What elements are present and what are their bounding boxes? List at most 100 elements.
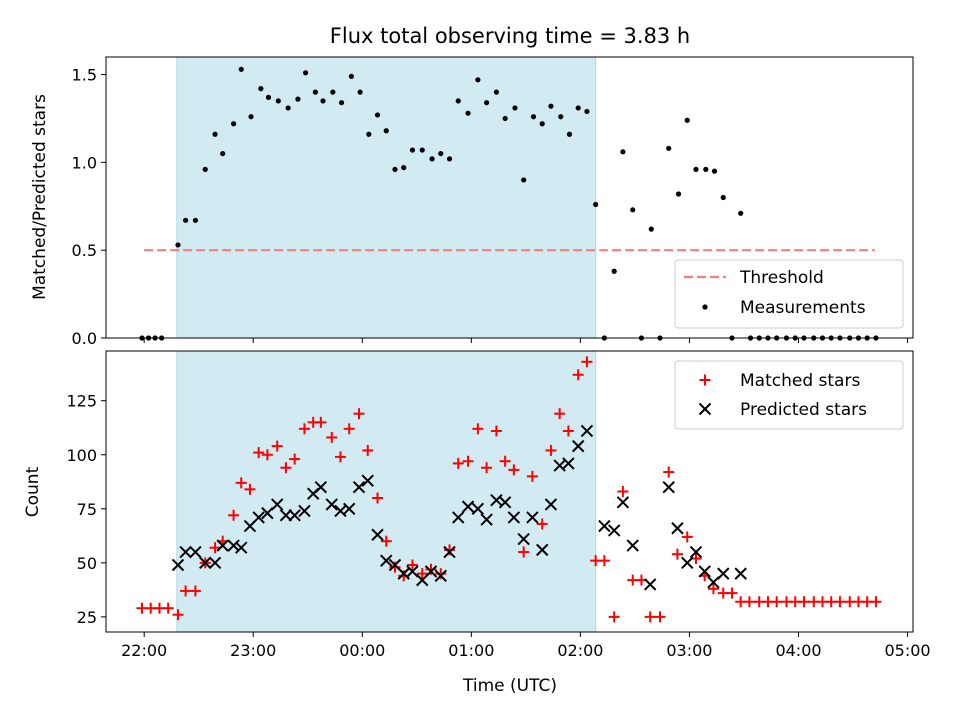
measurement-point bbox=[192, 217, 199, 223]
matched-star-point bbox=[518, 546, 530, 558]
measurement-point bbox=[530, 114, 537, 120]
measurement-point bbox=[248, 114, 254, 120]
measurement-point bbox=[348, 73, 354, 79]
matched-star-point bbox=[228, 509, 240, 521]
measurement-point bbox=[258, 86, 264, 92]
predicted-star-point bbox=[352, 480, 366, 494]
measurement-point bbox=[419, 147, 425, 153]
predicted-star-point bbox=[662, 480, 675, 494]
measurement-point bbox=[648, 226, 654, 232]
matched-star-point bbox=[444, 544, 456, 556]
matched-star-point bbox=[209, 542, 221, 554]
measurement-point bbox=[566, 131, 573, 137]
matched-star-point bbox=[372, 492, 384, 504]
matched-star-point bbox=[298, 423, 310, 435]
measurement-point bbox=[383, 128, 389, 134]
matched-star-point bbox=[472, 423, 484, 435]
matched-star-point bbox=[581, 356, 593, 368]
measurement-point bbox=[446, 156, 453, 162]
x-tick-label: 05:00 bbox=[884, 641, 930, 660]
measurement-point bbox=[584, 108, 590, 115]
measurement-point bbox=[502, 115, 508, 122]
measurement-point bbox=[558, 114, 564, 120]
matched-star-point bbox=[452, 457, 464, 469]
x-tick-label: 22:00 bbox=[121, 641, 167, 660]
matched-star-point bbox=[499, 455, 511, 467]
matched-star-point bbox=[572, 369, 584, 381]
matched-star-point bbox=[235, 477, 247, 489]
y-tick-label: 125 bbox=[66, 392, 97, 411]
measurement-point bbox=[539, 121, 545, 127]
measurement-point bbox=[366, 131, 372, 137]
legend-measurement-swatch bbox=[702, 304, 708, 310]
predicted-star-point bbox=[707, 576, 720, 589]
matched-star-point bbox=[663, 466, 675, 478]
measurement-point bbox=[611, 268, 617, 274]
measurement-point bbox=[693, 166, 699, 172]
matched-star-point bbox=[798, 596, 810, 608]
matched-star-point bbox=[343, 423, 355, 435]
y-tick-label: 1.5 bbox=[72, 66, 97, 85]
matched-star-point bbox=[608, 611, 620, 623]
matched-star-point bbox=[353, 408, 365, 420]
legend-predicted-label: Predicted stars bbox=[740, 400, 867, 420]
matched-star-point bbox=[617, 486, 629, 497]
matched-star-point bbox=[671, 548, 683, 560]
measurement-point bbox=[285, 105, 291, 111]
measurement-point bbox=[593, 201, 599, 208]
matched-star-point bbox=[462, 455, 474, 467]
top-axes-frame bbox=[105, 56, 914, 339]
bottom-ylabel: Count bbox=[23, 466, 43, 517]
x-tick-label: 02:00 bbox=[557, 641, 603, 660]
predicted-star-point bbox=[361, 474, 374, 487]
legend-threshold-label: Threshold bbox=[739, 268, 824, 288]
predicted-star-point bbox=[526, 511, 539, 524]
predicted-star-point bbox=[235, 541, 248, 554]
y-tick-label: 0.5 bbox=[72, 241, 97, 260]
matched-star-point bbox=[536, 518, 548, 530]
matched-star-point bbox=[244, 483, 256, 495]
matched-star-point bbox=[271, 440, 283, 452]
measurement-point bbox=[338, 100, 345, 106]
measurement-point bbox=[212, 131, 218, 137]
measurement-point bbox=[684, 117, 690, 123]
predicted-star-point bbox=[643, 578, 657, 591]
measurement-point bbox=[357, 89, 363, 95]
measurement-point bbox=[295, 96, 301, 102]
matched-star-point bbox=[743, 596, 755, 608]
matched-star-point bbox=[644, 611, 656, 623]
measurement-point bbox=[493, 89, 500, 95]
top-legend: Threshold Measurements bbox=[674, 259, 904, 329]
matched-star-point bbox=[726, 587, 738, 599]
measurement-point bbox=[438, 150, 444, 157]
measurement-point bbox=[465, 110, 471, 116]
predicted-star-point bbox=[461, 500, 475, 513]
measurement-point bbox=[711, 168, 718, 174]
matched-star-point bbox=[172, 609, 184, 621]
predicted-star-point bbox=[681, 556, 694, 570]
predicted-star-point bbox=[671, 522, 684, 535]
legend-frame bbox=[674, 360, 904, 430]
legend-matched-label: Matched stars bbox=[740, 371, 860, 391]
predicted-star-point bbox=[288, 509, 301, 522]
y-tick-label: 1.0 bbox=[72, 153, 97, 172]
predicted-star-point bbox=[616, 496, 630, 509]
measurement-point bbox=[175, 242, 181, 248]
measurement-point bbox=[512, 105, 518, 111]
top-panel: 0.0 0.5 1.0 1.5 Threshold Measurements bbox=[72, 56, 914, 348]
predicted-star-point bbox=[271, 498, 284, 511]
measurement-point bbox=[620, 149, 626, 155]
predicted-star-point bbox=[325, 498, 338, 511]
matched-star-point bbox=[334, 451, 346, 463]
matched-star-point bbox=[280, 462, 292, 474]
x-axis-label: Time (UTC) bbox=[462, 676, 557, 696]
predicted-star-point bbox=[480, 513, 493, 526]
measurement-point bbox=[330, 89, 336, 95]
predicted-star-point bbox=[179, 545, 192, 559]
predicted-star-point bbox=[443, 545, 456, 559]
matched-star-point bbox=[389, 561, 401, 573]
measurement-point bbox=[675, 191, 682, 197]
predicted-star-point bbox=[371, 528, 384, 541]
predicted-star-point bbox=[261, 506, 274, 520]
predicted-star-point bbox=[498, 496, 512, 509]
